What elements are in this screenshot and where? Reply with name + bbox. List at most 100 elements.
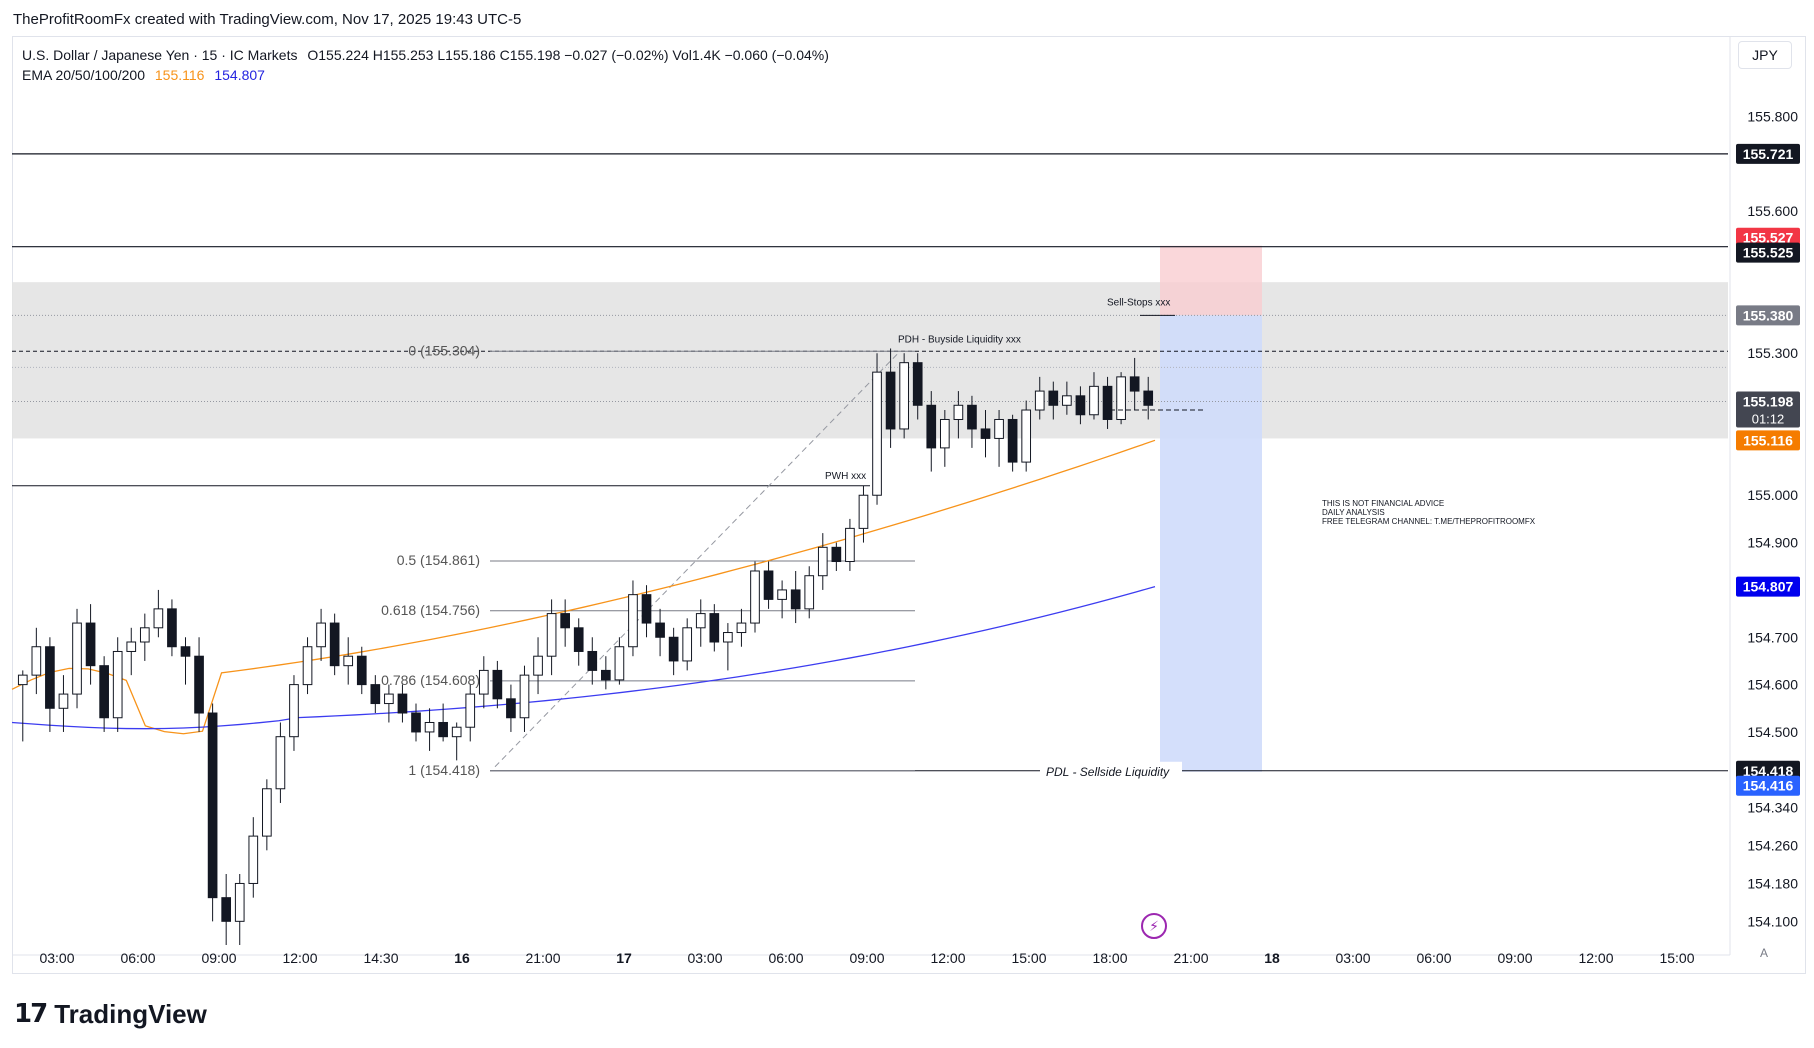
candle-body: [628, 594, 638, 648]
time-tick-label: 06:00: [120, 950, 155, 966]
currency-button[interactable]: JPY: [1738, 41, 1792, 69]
tradingview-mark-icon: 17: [14, 999, 48, 1029]
time-tick-label: 21:00: [1173, 950, 1208, 966]
time-tick-label: 21:00: [525, 950, 560, 966]
brand-wordmark: TradingView: [54, 998, 207, 1029]
pdh-annotation: PDH - Buyside Liquidity xxx: [898, 334, 1021, 345]
candle-body: [275, 736, 286, 790]
pwh-annotation: PWH xxx: [825, 471, 866, 482]
candle-body: [668, 636, 679, 662]
time-tick-label: 12:00: [1578, 950, 1613, 966]
candle-body: [397, 693, 408, 714]
candle-body: [126, 641, 137, 652]
candle-body: [1143, 390, 1154, 406]
price-label: 154.418: [1743, 763, 1794, 779]
price-tick-label: 154.500: [1747, 724, 1798, 740]
candle-body: [370, 684, 381, 705]
price-label: 154.807: [1743, 579, 1794, 595]
price-tick-label: 155.300: [1747, 345, 1798, 361]
price-label-bg: [1736, 430, 1800, 451]
take-profit-zone: [1160, 315, 1262, 772]
candle-body: [58, 693, 69, 709]
fib-level-label: 0.5 (154.861): [397, 552, 480, 568]
symbol-row: U.S. Dollar / Japanese Yen · 15 · IC Mar…: [22, 45, 835, 65]
candle-body: [750, 570, 760, 624]
auto-scale-button[interactable]: A: [1760, 946, 1769, 960]
time-tick-label: 18: [1264, 950, 1280, 966]
fib-trend-line: [494, 350, 901, 768]
candle-body: [1034, 390, 1045, 411]
fib-level-label: 0.786 (154.608): [381, 672, 480, 688]
candle-body: [1007, 418, 1018, 463]
ema-row: EMA 20/50/100/200 155.116 154.807: [22, 65, 835, 85]
candle-body: [858, 494, 869, 529]
candle-body: [85, 622, 96, 667]
stop-loss-zone: [1160, 245, 1262, 316]
tradingview-logo: 17 TradingView: [14, 998, 207, 1030]
candle-body: [248, 835, 259, 884]
supply-zone: [12, 282, 1728, 439]
disclaimer-line: THIS IS NOT FINANCIAL ADVICE: [1322, 499, 1444, 508]
candle-body: [777, 589, 787, 600]
candle-body: [1062, 395, 1072, 406]
candle-body: [411, 712, 421, 733]
candle-body: [872, 371, 882, 496]
candle-body: [72, 622, 82, 695]
candle-body: [831, 546, 842, 563]
candle-body: [967, 404, 977, 430]
symbol-label[interactable]: U.S. Dollar / Japanese Yen · 15 · IC Mar…: [22, 47, 298, 63]
price-tick-label: 154.180: [1747, 875, 1798, 891]
ema-label[interactable]: EMA 20/50/100/200: [22, 67, 145, 83]
candle-body: [343, 655, 354, 667]
price-label: 155.380: [1743, 307, 1794, 323]
candle-body: [1102, 385, 1113, 420]
price-label-bg: [1736, 143, 1800, 164]
candle-body: [194, 655, 204, 714]
time-tick-label: 03:00: [687, 950, 722, 966]
candle-body: [573, 627, 584, 652]
fib-level-label: 0 (155.304): [408, 342, 480, 358]
price-label-bg: [1736, 775, 1800, 796]
time-tick-label: 09:00: [201, 950, 236, 966]
chart-frame[interactable]: [12, 36, 1806, 974]
candle-body: [112, 650, 123, 719]
time-tick-label: 03:00: [39, 950, 74, 966]
ema-slow-value: 154.807: [214, 67, 265, 83]
price-tick-label: 154.900: [1747, 535, 1798, 551]
candle-body: [804, 575, 815, 610]
candle-body: [980, 428, 991, 439]
price-tick-label: 155.600: [1747, 203, 1798, 219]
candle-body: [180, 646, 191, 657]
candle-body: [885, 371, 896, 430]
candle-body: [1021, 409, 1032, 463]
candle-body: [234, 882, 245, 922]
price-label: 155.721: [1743, 146, 1794, 162]
candle-body: [560, 613, 570, 629]
candle-body: [451, 726, 462, 738]
candle-body: [790, 589, 801, 610]
candle-body: [478, 669, 489, 695]
candle-body: [736, 622, 747, 634]
time-tick-label: 06:00: [1416, 950, 1451, 966]
candle-body: [546, 613, 557, 657]
candle-body: [139, 627, 150, 643]
candle-body: [926, 404, 937, 449]
price-label-bg: [1736, 305, 1800, 326]
countdown-label: 01:12: [1752, 411, 1785, 426]
candle-body: [316, 622, 326, 648]
candle-body: [655, 622, 665, 638]
candle-body: [1129, 376, 1140, 392]
fib-level-label: 0.618 (154.756): [381, 602, 480, 618]
candle-body: [1075, 395, 1086, 416]
time-tick-label: 06:00: [768, 950, 803, 966]
disclaimer-line: FREE TELEGRAM CHANNEL: T.ME/THEPROFITROO…: [1322, 517, 1536, 526]
candle-body: [817, 546, 828, 577]
time-tick-label: 09:00: [1497, 950, 1532, 966]
lightning-event-icon[interactable]: ⚡: [1141, 913, 1167, 939]
candle-body: [45, 646, 55, 709]
price-tick-label: 155.000: [1747, 487, 1798, 503]
candle-body: [465, 693, 476, 728]
candle-body: [1116, 376, 1126, 420]
fib-level-label: 1 (154.418): [408, 762, 480, 778]
